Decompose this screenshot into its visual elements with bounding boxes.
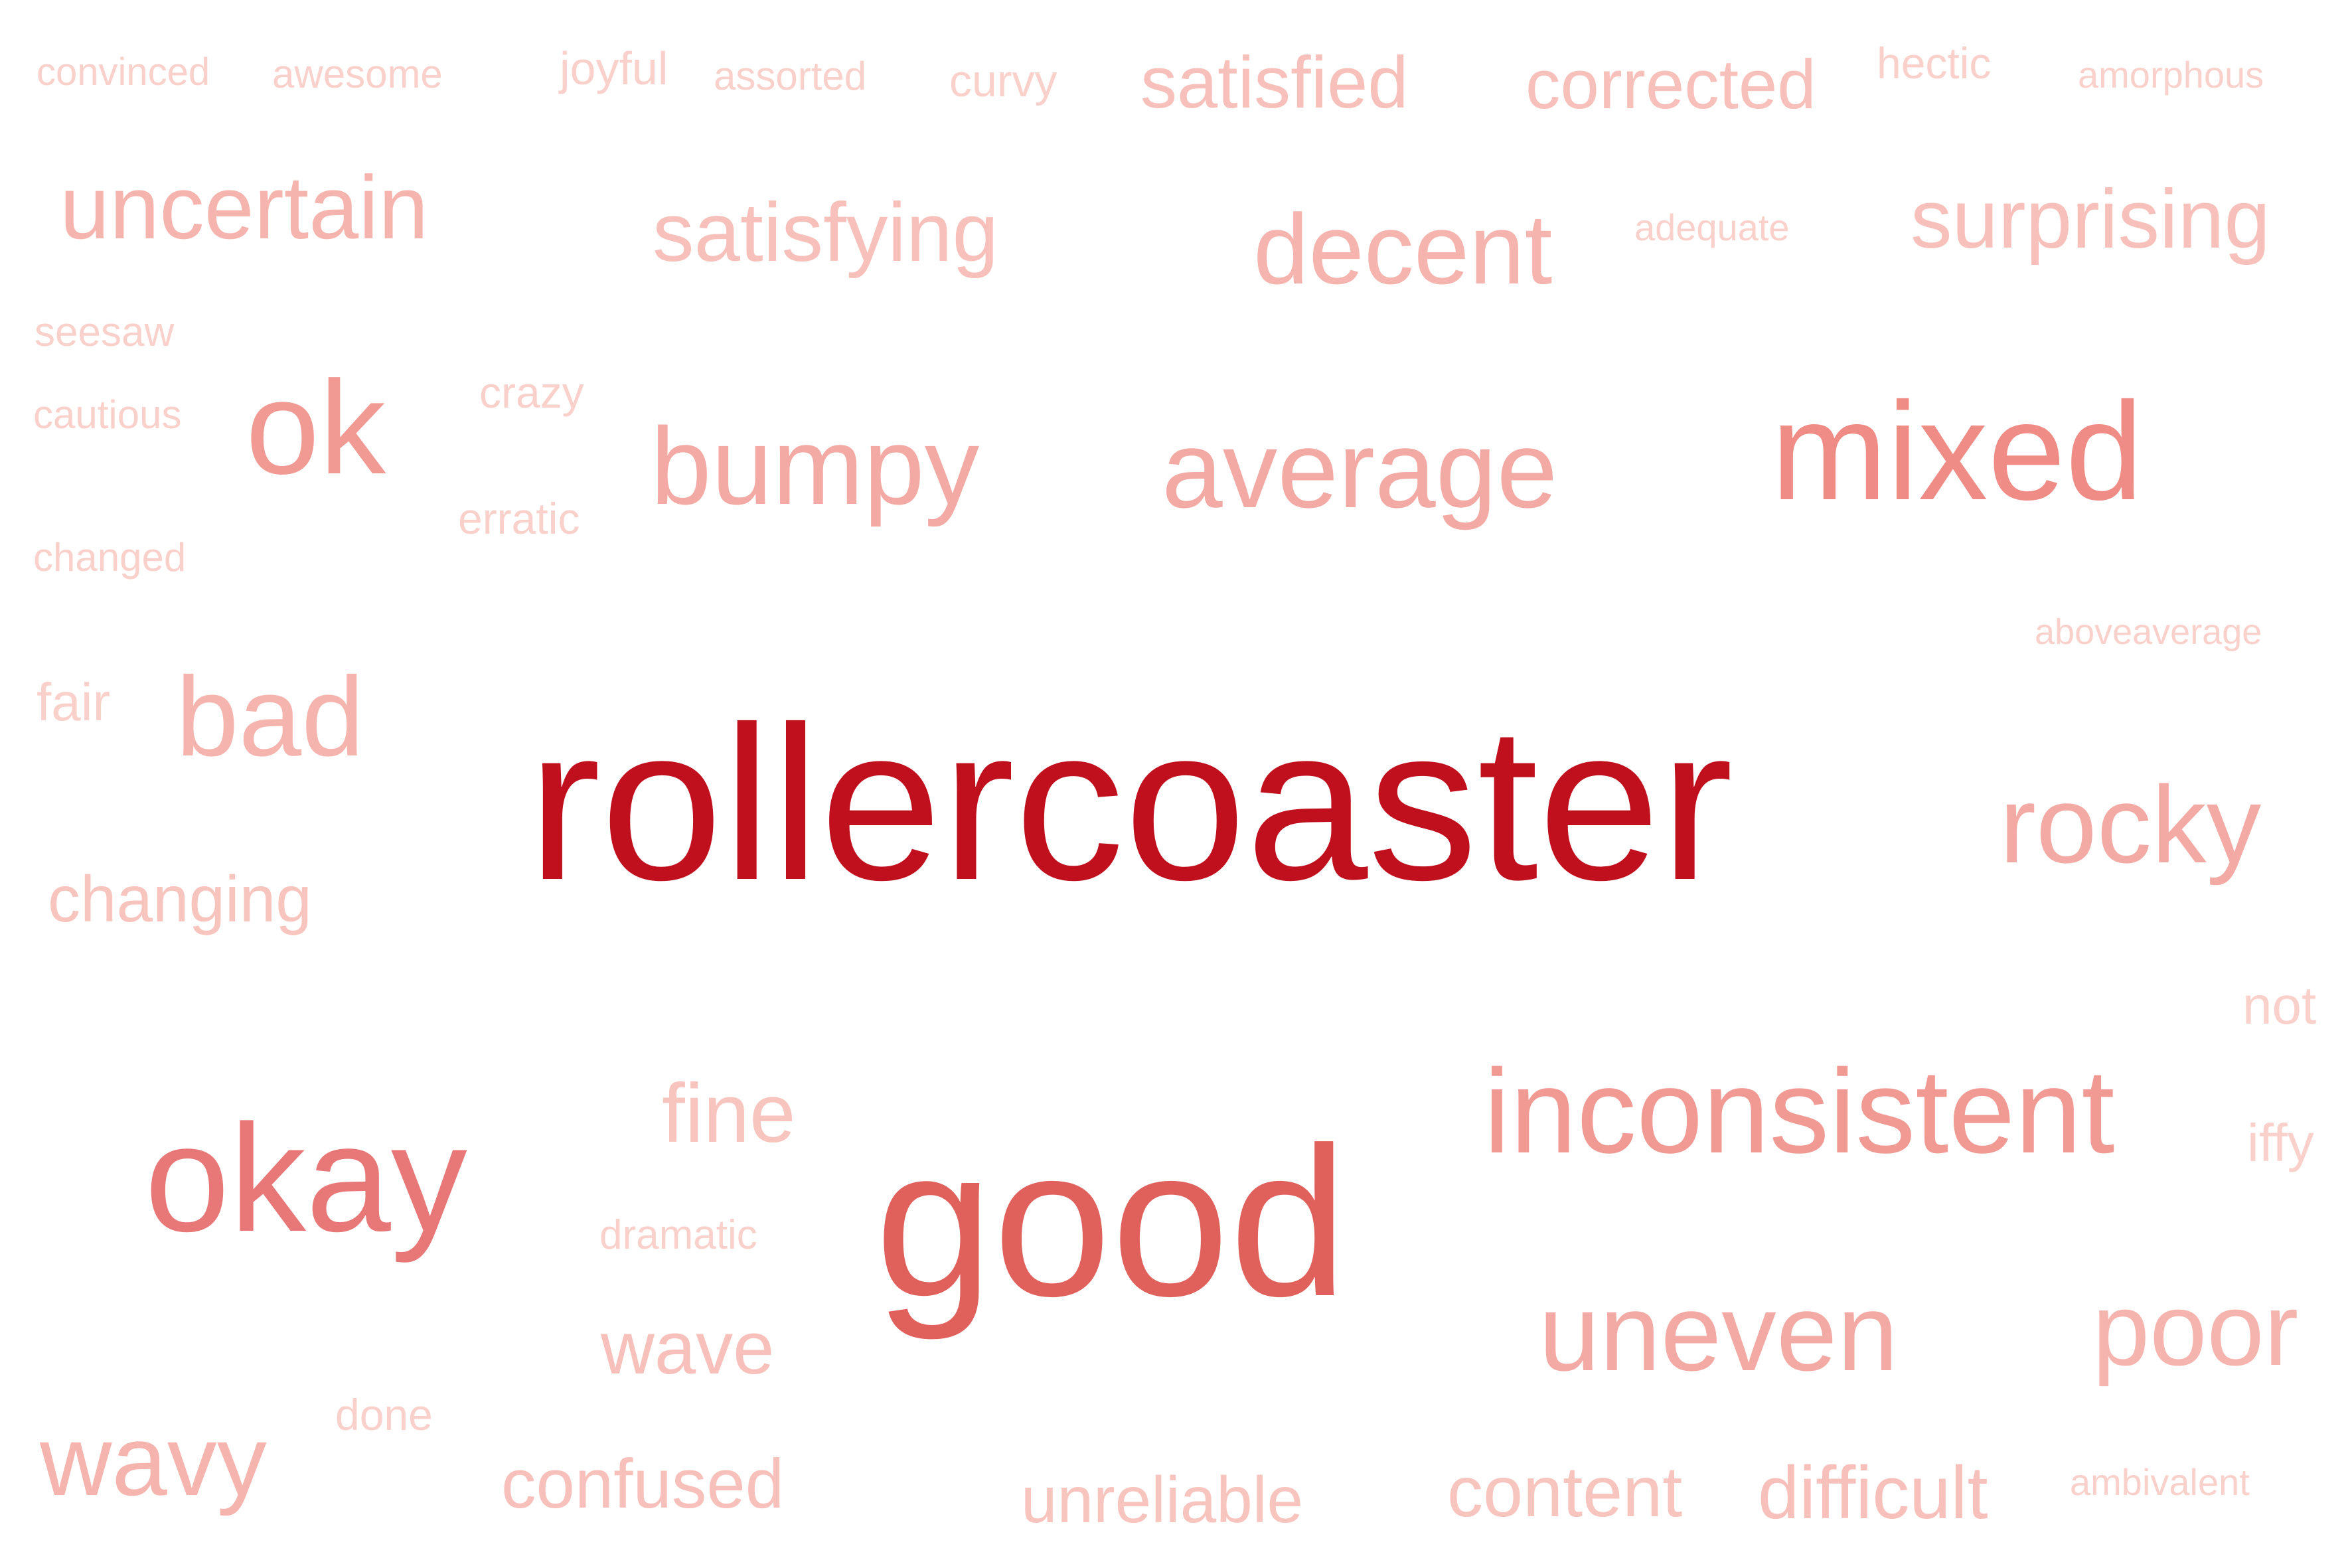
word-decent: decent [1253, 193, 1553, 305]
word-unreliable: unreliable [1021, 1463, 1303, 1536]
word-seesaw: seesaw [35, 309, 175, 355]
word-fine: fine [662, 1067, 796, 1160]
word-corrected: corrected [1526, 46, 1816, 123]
word-uneven: uneven [1539, 1271, 1899, 1393]
word-wave: wave [601, 1306, 775, 1389]
word-aboveaverage: aboveaverage [2035, 612, 2262, 652]
word-erratic: erratic [458, 494, 580, 543]
word-crazy: crazy [479, 368, 584, 417]
word-changed: changed [33, 535, 187, 580]
word-ok: ok [246, 354, 386, 502]
word-changing: changing [48, 862, 312, 935]
word-hectic: hectic [1877, 39, 1992, 88]
word-ambivalent: ambivalent [2070, 1461, 2250, 1503]
word-difficult: difficult [1758, 1451, 1988, 1534]
word-joyful: joyful [560, 42, 668, 94]
word-bad: bad [176, 654, 364, 780]
word-satisfied: satisfied [1140, 42, 1409, 123]
word-iffy: iffy [2247, 1113, 2314, 1172]
word-poor: poor [2092, 1272, 2299, 1387]
word-dramatic: dramatic [599, 1212, 757, 1258]
word-amorphous: amorphous [2078, 54, 2264, 96]
word-convinced: convinced [37, 50, 210, 94]
word-cautious: cautious [33, 392, 182, 437]
word-curvy: curvy [949, 56, 1058, 106]
word-wavy: wavy [40, 1405, 267, 1516]
word-content: content [1447, 1451, 1683, 1531]
word-average: average [1162, 408, 1558, 530]
word-rocky: rocky [1999, 763, 2262, 886]
word-assorted: assorted [714, 54, 867, 98]
word-awesome: awesome [272, 52, 443, 96]
word-okay: okay [145, 1093, 467, 1263]
word-good: good [875, 1103, 1348, 1340]
word-surprising: surprising [1911, 173, 2270, 266]
word-bumpy: bumpy [651, 405, 980, 527]
word-rollercoaster: rollercoaster [528, 680, 1733, 925]
word-inconsistent: inconsistent [1484, 1045, 2115, 1178]
word-fair: fair [37, 672, 111, 732]
word-not: not [2242, 976, 2317, 1035]
word-satisfying: satisfying [653, 187, 999, 279]
word-adequate: adequate [1634, 206, 1790, 248]
word-mixed: mixed [1771, 373, 2144, 529]
word-uncertain: uncertain [60, 157, 429, 258]
word-done: done [335, 1390, 433, 1439]
word-confused: confused [501, 1445, 785, 1523]
